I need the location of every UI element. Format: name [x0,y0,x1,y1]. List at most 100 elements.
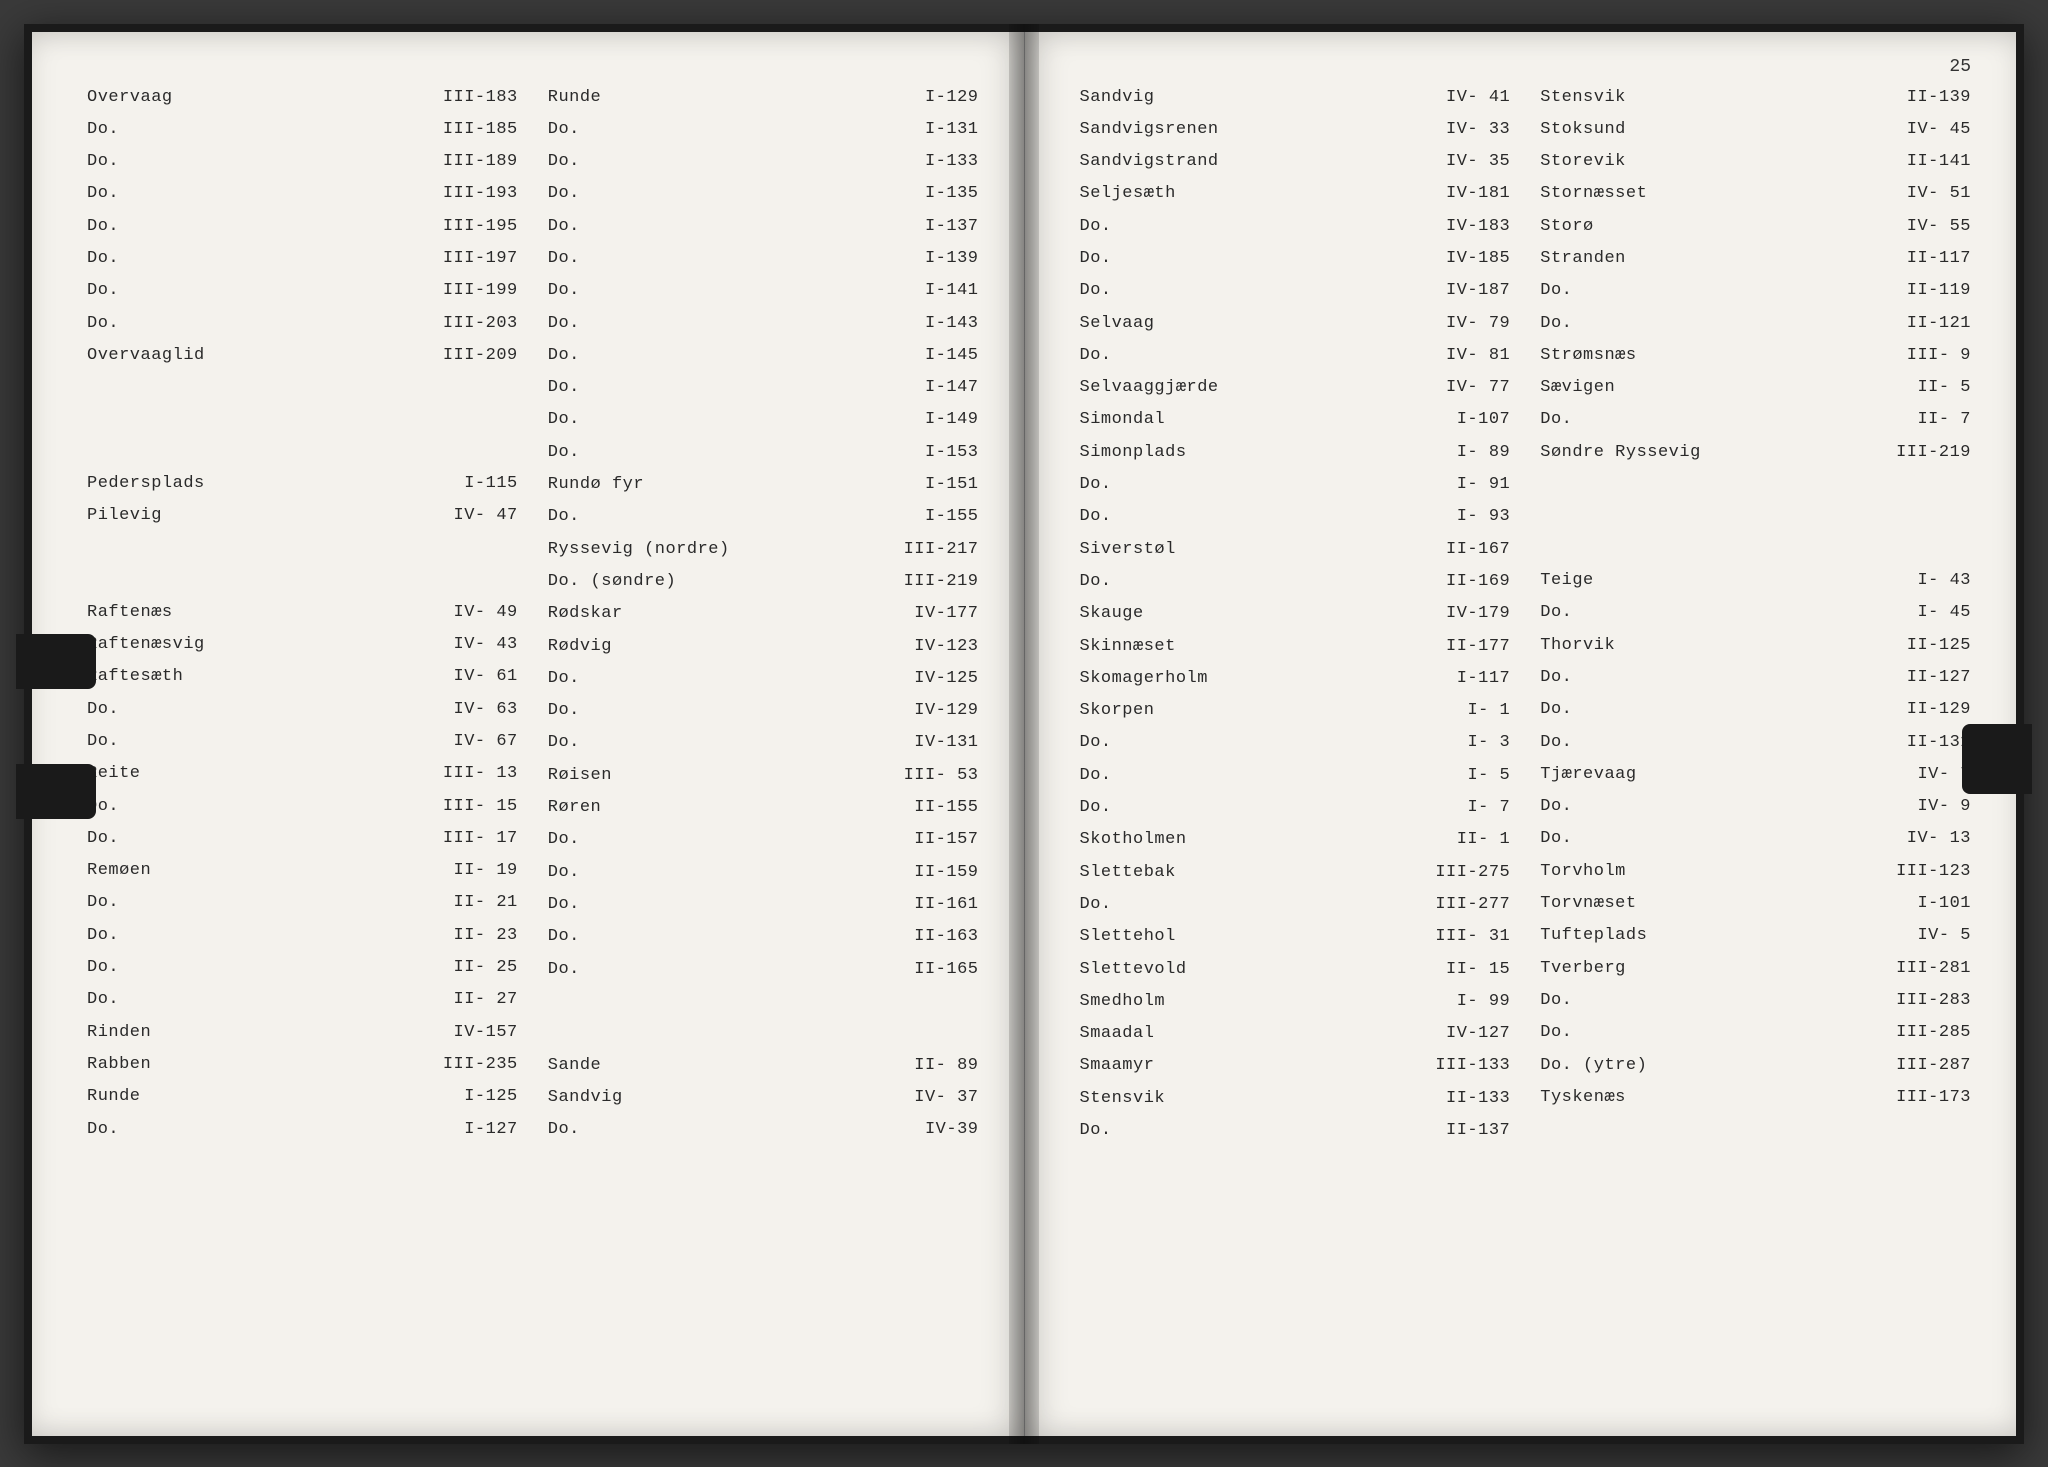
entry-name: Do. [87,887,438,919]
entry-reference: IV-181 [1430,178,1510,210]
entry-name: Do. [548,695,899,727]
index-entry: Do. (søndre)III-219 [548,566,979,598]
entry-reference: IV- 61 [438,661,518,693]
entry-name: Do. [548,857,899,889]
entry-reference: III-199 [438,275,518,307]
entry-name: Do. [548,114,899,146]
entry-name: Do. [1540,727,1891,759]
index-entry: SelvaaggjærdeIV- 77 [1080,372,1511,404]
entry-reference: I-125 [438,1081,518,1113]
index-entry: Do.I-137 [548,211,979,243]
entry-name: Do. [548,308,899,340]
index-entry: RemøenII- 19 [87,855,518,887]
index-entry: ThorvikII-125 [1540,630,1971,662]
index-entry: Do.I-131 [548,114,979,146]
index-entry: SelvaagIV- 79 [1080,308,1511,340]
entry-reference: IV- 7 [1891,759,1971,791]
binder-clip [1962,724,2032,794]
entry-name: Stensvik [1540,82,1891,114]
entry-name: Teige [1540,565,1891,597]
entry-name: Stornæsset [1540,178,1891,210]
entry-name: Torvnæset [1540,888,1891,920]
entry-reference: IV- 79 [1430,308,1510,340]
entry-reference: I-139 [899,243,979,275]
entry-reference: II-129 [1891,694,1971,726]
index-entry: Do.III- 15 [87,791,518,823]
entry-reference: III-283 [1891,985,1971,1017]
entry-reference: I-101 [1891,888,1971,920]
entry-name: Do. [548,340,899,372]
entry-reference: III-275 [1430,857,1510,889]
index-entry: SandvigIV- 41 [1080,82,1511,114]
index-entry: RørenII-155 [548,792,979,824]
index-entry: RindenIV-157 [87,1017,518,1049]
entry-reference: IV- 33 [1430,114,1510,146]
entry-reference: II-127 [1891,662,1971,694]
index-entry: Do.IV-131 [548,727,979,759]
entry-name: Storø [1540,211,1891,243]
entry-reference: IV- 45 [1891,114,1971,146]
index-entry: RabbenIII-235 [87,1049,518,1081]
blank-row [1540,501,1971,533]
entry-name: Pedersplads [87,468,438,500]
entry-name: Do. [87,726,438,758]
index-entry: RundeI-125 [87,1081,518,1113]
entry-name: Ryssevig (nordre) [548,534,899,566]
index-entry: Do.III-283 [1540,985,1971,1017]
index-entry: StoksundIV- 45 [1540,114,1971,146]
entry-name: Seljesæth [1080,178,1431,210]
entry-reference: III-209 [438,340,518,372]
index-entry: SkorpenI- 1 [1080,695,1511,727]
entry-reference: I- 89 [1430,437,1510,469]
blank-row [87,533,518,565]
index-entry: Do.IV-185 [1080,243,1511,275]
index-entry: SeljesæthIV-181 [1080,178,1511,210]
entry-reference: II-157 [899,824,979,856]
index-entry: SiverstølII-167 [1080,534,1511,566]
entry-reference: II- 15 [1430,954,1510,986]
entry-name: Selvaag [1080,308,1431,340]
entry-reference: I-135 [899,178,979,210]
blank-row [87,404,518,436]
entry-reference: III-189 [438,146,518,178]
entry-reference: III- 15 [438,791,518,823]
blank-row [548,1018,979,1050]
entry-name: Do. [548,501,899,533]
entry-name: Remøen [87,855,438,887]
index-entry: Do.I- 5 [1080,760,1511,792]
entry-name: Do. [548,824,899,856]
entry-reference: II-137 [1430,1115,1510,1147]
index-entry: Do. (ytre)III-287 [1540,1050,1971,1082]
index-entry: Do.I-143 [548,308,979,340]
index-entry: OvervaagIII-183 [87,82,518,114]
entry-name: Do. [1080,889,1431,921]
entry-name: Do. [1540,597,1891,629]
entry-reference: IV- 9 [1891,791,1971,823]
entry-reference: II-177 [1430,631,1510,663]
entry-name: Do. [548,663,899,695]
entry-reference: IV- 77 [1430,372,1510,404]
entry-reference: II- 27 [438,984,518,1016]
entry-reference: III-133 [1430,1050,1510,1082]
entry-reference: II-141 [1891,146,1971,178]
entry-name: Raftenæs [87,597,438,629]
index-entry: Do.II- 27 [87,984,518,1016]
entry-reference: I- 1 [1430,695,1510,727]
entry-reference: II-167 [1430,534,1510,566]
entry-name: Tyskenæs [1540,1082,1891,1114]
entry-reference: IV- 55 [1891,211,1971,243]
index-entry: RaftenæsvigIV- 43 [87,629,518,661]
index-entry: TyskenæsIII-173 [1540,1082,1971,1114]
entry-reference: II-125 [1891,630,1971,662]
index-entry: Do.I- 93 [1080,501,1511,533]
index-entry: Do.III-277 [1080,889,1511,921]
index-entry: TeigeI- 43 [1540,565,1971,597]
entry-reference: I- 43 [1891,565,1971,597]
index-entry: Ryssevig (nordre)III-217 [548,534,979,566]
index-entry: Do.III-197 [87,243,518,275]
index-entry: RaftesæthIV- 61 [87,661,518,693]
index-entry: SkotholmenII- 1 [1080,824,1511,856]
entry-reference: IV- 47 [438,500,518,532]
entry-reference: IV- 5 [1891,920,1971,952]
entry-name: Skotholmen [1080,824,1431,856]
